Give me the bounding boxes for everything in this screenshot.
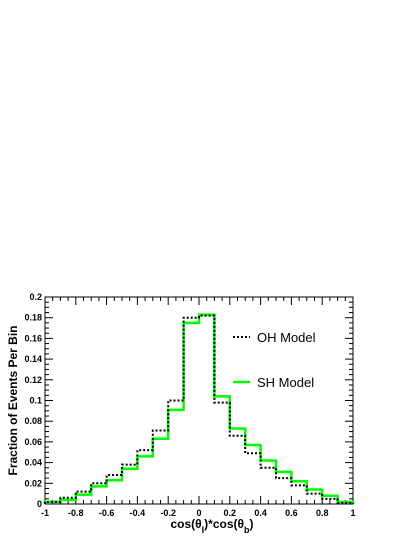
y-tick-label: 0.04	[24, 458, 42, 468]
y-tick-label: 0.16	[24, 333, 42, 343]
y-axis-ticks: 0 0.02 0.04 0.06 0.08 0.1 0.12 0.14 0.16 0.18 0.2	[24, 292, 353, 509]
oh-model-histogram	[44, 314, 354, 504]
x-tick-label: 0.4	[254, 508, 267, 518]
y-tick-label: 0.02	[24, 478, 42, 488]
y-tick-label: 0.14	[24, 354, 42, 364]
legend: OH Model SH Model	[233, 330, 316, 390]
x-tick-label: 0.2	[224, 508, 237, 518]
x-axis-ticks: -1 -0.8 -0.6 -0.4 -0.2 0 0.2 0.4 0.6 0.8 1	[41, 297, 356, 518]
x-tick-label: 0.6	[285, 508, 298, 518]
y-tick-label: 0.1	[29, 396, 42, 406]
x-tick-label: 0.8	[316, 508, 329, 518]
y-tick-label: 0.2	[29, 292, 42, 302]
series-layer	[43, 313, 355, 504]
legend-sh-label: SH Model	[257, 375, 314, 390]
x-tick-label: 1	[350, 508, 355, 518]
y-tick-label: 0.12	[24, 375, 42, 385]
y-tick-label: 0.18	[24, 313, 42, 323]
y-tick-label: 0	[37, 499, 42, 509]
plot-frame	[44, 296, 354, 505]
sh-model-histogram	[43, 313, 355, 504]
x-tick-label: -1	[41, 508, 49, 518]
x-tick-label: -0.6	[99, 508, 115, 518]
y-tick-label: 0.06	[24, 437, 42, 447]
y-axis-title: Fraction of Events Per Bin	[6, 325, 20, 475]
x-tick-label: -0.2	[160, 508, 176, 518]
x-tick-label: 0	[196, 508, 201, 518]
x-tick-label: -0.8	[68, 508, 84, 518]
y-tick-label: 0.08	[24, 416, 42, 426]
x-tick-label: -0.4	[130, 508, 146, 518]
legend-oh-label: OH Model	[257, 330, 316, 345]
x-axis-title: cos(θl)*cos(θb)	[170, 517, 253, 535]
